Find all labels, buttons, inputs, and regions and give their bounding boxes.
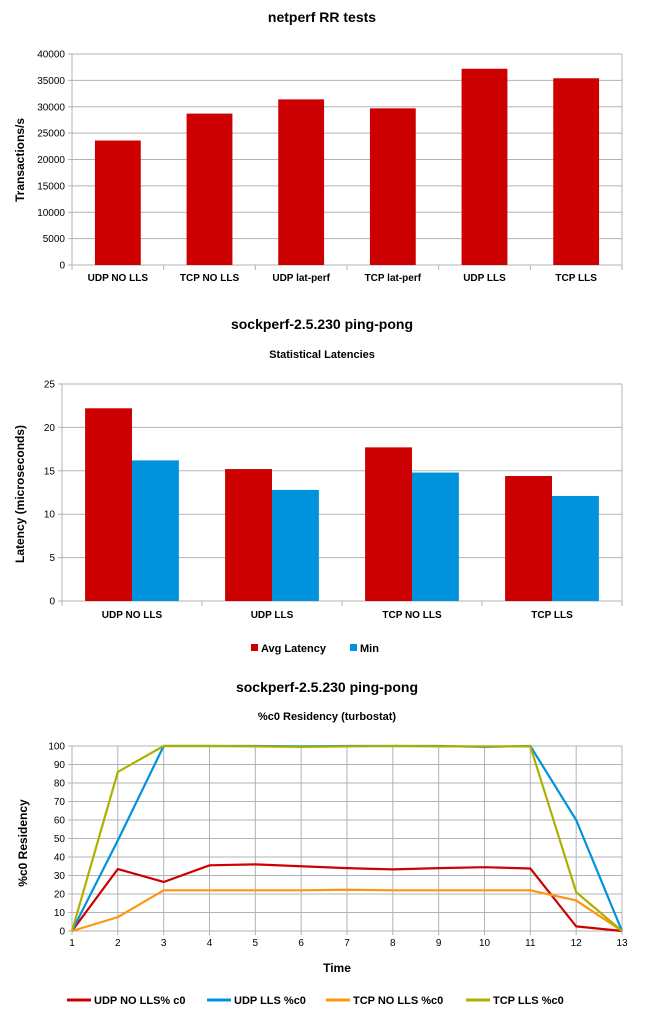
y-tick-label: 10 [44,510,56,521]
x-tick-label: TCP NO LLS [382,610,442,621]
x-tick-label: 10 [479,938,491,949]
y-tick-label: 5000 [43,234,66,245]
chart-subtitle: %c0 Residency (turbostat) [258,711,396,723]
legend-item: TCP NO LLS %c0 [326,995,443,1007]
legend-label: TCP LLS %c0 [493,995,564,1007]
x-tick-label: 8 [390,938,396,949]
x-tick-label: 5 [253,938,259,949]
y-tick-label: 0 [59,261,65,272]
bar [552,495,599,601]
legend-item: TCP LLS %c0 [466,995,564,1007]
y-tick-label: 10000 [37,208,65,219]
y-tick-label: 70 [54,797,66,808]
bar [225,469,272,601]
y-axis-label: %c0 Residency [16,799,30,887]
x-tick-label: 11 [525,938,536,949]
legend-swatch [251,644,258,651]
x-tick-label: 12 [571,938,583,949]
y-tick-label: 40000 [37,50,65,61]
y-axis-label: Transactions/s [13,118,27,202]
series-line [71,888,623,933]
x-axis-label: Time [323,961,351,975]
y-tick-label: 5 [49,553,55,564]
chart-title: sockperf-2.5.230 ping-pong [231,316,413,332]
bar [272,489,319,601]
bar [369,108,416,266]
y-tick-label: 100 [48,742,65,753]
legend-label: Min [360,643,379,655]
chart-title: netperf RR tests [268,9,376,25]
y-tick-label: 10 [54,908,66,919]
bar [461,68,508,266]
chart-title: sockperf-2.5.230 ping-pong [236,679,418,695]
plot-area: 0 5000 10000 15000 20000 25000 30000 35000 40000… [37,50,623,284]
y-tick-label: 15 [44,466,56,477]
legend-item: UDP LLS %c0 [207,995,306,1007]
y-axis-label: Latency (microseconds) [13,425,27,563]
y-tick-label: 0 [59,927,65,938]
bar [365,447,412,601]
bar [94,140,141,265]
x-tick-label: 3 [161,938,167,949]
y-tick-label: 15000 [37,181,65,192]
series-line [70,744,623,932]
chart-subtitle: Statistical Latencies [269,349,375,361]
y-tick-label: 20 [44,423,56,434]
x-tick-label: UDP lat-perf [272,273,330,284]
x-tick-label: 1 [69,938,75,949]
bar [278,99,325,266]
x-tick-label: 4 [207,938,213,949]
legend-label: Avg Latency [261,643,327,655]
bar [412,472,459,601]
legend-item: Avg Latency [251,643,327,655]
chart-sockperf-latency: sockperf-2.5.230 ping-pong Statistical L… [13,316,623,655]
bar [553,78,600,265]
legend-swatch [350,644,357,651]
x-tick-label: TCP LLS [555,273,597,284]
x-tick-label: 6 [298,938,304,949]
x-tick-label: 7 [344,938,350,949]
y-tick-label: 50 [54,834,66,845]
series-line [71,863,623,933]
bar [85,408,132,601]
y-tick-label: 90 [54,760,66,771]
y-tick-label: 35000 [37,76,65,87]
bar [505,476,552,601]
x-tick-label: UDP LLS [463,273,506,284]
plot-area: 0 5 10 15 20 25 UDP NO LLS UDP LLS TCP NO LLS TCP… [44,380,623,655]
y-tick-label: 30 [54,871,66,882]
legend-item: UDP NO LLS% c0 [67,995,186,1007]
y-tick-label: 25000 [37,129,65,140]
y-tick-label: 20 [54,890,66,901]
y-tick-label: 80 [54,779,66,790]
x-tick-label: 2 [115,938,121,949]
legend-item: Min [350,643,379,655]
legend-label: UDP LLS %c0 [234,995,306,1007]
y-tick-label: 0 [49,597,55,608]
bar [186,113,233,265]
x-tick-label: 13 [616,938,628,949]
legend-label: UDP NO LLS% c0 [94,995,186,1007]
y-tick-label: 30000 [37,102,65,113]
x-tick-label: TCP lat-perf [365,273,422,284]
bar [132,460,179,601]
y-tick-label: 40 [54,853,66,864]
chart-sockperf-c0: sockperf-2.5.230 ping-pong %c0 Residency… [16,679,628,1007]
x-tick-label: UDP NO LLS [88,273,149,284]
x-tick-label: 9 [436,938,442,949]
x-tick-label: UDP LLS [251,610,294,621]
x-tick-label: TCP NO LLS [180,273,240,284]
x-tick-label: UDP NO LLS [102,610,163,621]
y-tick-label: 20000 [37,155,65,166]
y-tick-label: 60 [54,816,66,827]
legend-label: TCP NO LLS %c0 [353,995,443,1007]
y-tick-label: 25 [44,380,56,391]
chart-netperf: netperf RR tests Transactions/s 0 5000 100… [13,9,623,284]
x-tick-label: TCP LLS [531,610,573,621]
